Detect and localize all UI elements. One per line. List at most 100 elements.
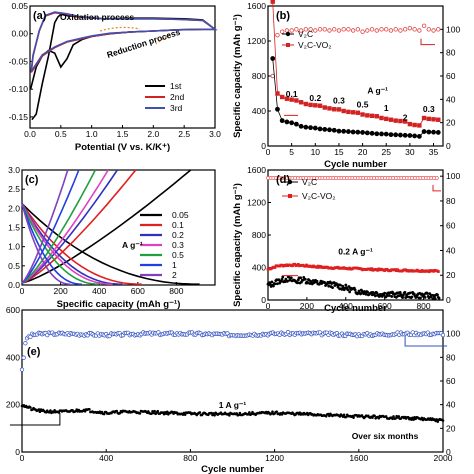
x-axis-label: Potential (V vs. K/K⁺) [75, 142, 170, 153]
data-point-capacity [102, 412, 106, 416]
data-point-capacity [246, 413, 250, 416]
y2-tick-label: 40 [446, 245, 456, 255]
legend-label: 3rd [170, 103, 183, 113]
data-point-v2c-vo2 [303, 101, 309, 107]
x-tick-label: 2.0 [147, 129, 159, 139]
x-tick-label: 800 [183, 453, 197, 463]
data-point-v2c [286, 279, 289, 283]
legend-label-v2c-vo2: V₂C-VO₂ [298, 40, 332, 50]
x-tick-label: 20 [358, 147, 368, 157]
data-point-v2c [308, 125, 313, 131]
data-point-capacity [394, 417, 397, 420]
data-point-v2c [364, 130, 370, 136]
data-point-capacity [118, 411, 122, 415]
x-tick-label: 1200 [265, 453, 284, 463]
data-point-v2c [369, 130, 375, 136]
data-point-capacity [213, 413, 216, 417]
x-tick-label: 400 [92, 286, 106, 296]
data-point-v2c [303, 124, 309, 130]
discharge-curve-1 [21, 203, 82, 285]
data-point-v2c [398, 132, 403, 138]
ce-point [341, 27, 346, 32]
discharge-curve-0.2 [21, 203, 123, 285]
data-point-v2c [428, 292, 432, 296]
y-tick-label: 0 [15, 447, 20, 457]
data-point-capacity [305, 411, 309, 415]
x-tick-label: 800 [416, 301, 430, 311]
y2-tick-label: 100 [446, 24, 460, 34]
data-point-capacity [37, 408, 41, 411]
x-tick-label: 0.5 [55, 129, 67, 139]
x-tick-label: 600 [131, 286, 145, 296]
data-point-v2c [366, 290, 369, 294]
y2-tick-label: 20 [446, 270, 456, 280]
x-tick-label: 1.0 [86, 129, 98, 139]
x-axis-label: Cycle number [324, 159, 387, 170]
y2-tick-label: 100 [446, 329, 460, 339]
data-point-capacity [52, 410, 55, 414]
charge-curve-0.3 [21, 169, 109, 284]
data-point-capacity [183, 413, 187, 416]
ce-point [402, 27, 408, 32]
data-point-v2c [408, 291, 412, 295]
data-point-capacity [328, 414, 331, 418]
ce-point [365, 28, 370, 33]
x-tick-label: 0 [20, 453, 25, 463]
data-point-v2c [374, 131, 380, 137]
data-point-v2c [350, 129, 356, 135]
data-point-capacity [397, 415, 401, 418]
data-point-v2c-vo2 [341, 108, 346, 114]
reduction-arrow [155, 33, 171, 45]
x-tick-label: 400 [99, 453, 113, 463]
ce-point [398, 28, 403, 33]
data-point-v2c [423, 295, 427, 299]
x-tick-label: 0 [20, 286, 25, 296]
y-tick-label: 800 [252, 71, 266, 81]
data-point-v2c [412, 133, 418, 139]
discharge-curve-0.1 [21, 203, 142, 285]
data-point-v2c [431, 297, 435, 300]
data-point-v2c [348, 290, 352, 294]
ce-point [374, 28, 379, 33]
legend-label: 2 [172, 270, 177, 280]
y2-tick-label: 0 [446, 141, 451, 151]
x-tick-label: 5 [289, 147, 294, 157]
data-point-capacity [29, 406, 32, 409]
data-point-v2c [303, 277, 307, 281]
data-point-capacity [441, 419, 445, 422]
data-point-v2c-vo2 [298, 100, 304, 105]
data-point-v2c-vo2 [336, 107, 342, 112]
x-tick-label: 400 [339, 301, 353, 311]
y-tick-label: 400 [252, 263, 266, 273]
y-axis-label: Specific capacity (mAh g⁻¹) [232, 183, 243, 307]
ce-point [388, 28, 394, 33]
x-tick-label: 0 [266, 147, 271, 157]
data-point-v2c-vo2 [436, 270, 440, 273]
data-point-v2c [407, 133, 413, 138]
data-point-v2c [327, 127, 332, 133]
y-tick-label: 400 [6, 352, 20, 362]
charge-curve-0.1 [21, 169, 137, 284]
data-point-v2c [336, 128, 342, 134]
data-point-v2c-vo2 [350, 110, 356, 115]
x-tick-label: 2.5 [178, 129, 190, 139]
data-point-v2c [416, 133, 422, 139]
data-point-v2c-vo2 [360, 112, 365, 117]
legend-label-v2c: V₂C [298, 29, 313, 39]
data-point-v2c-vo2 [317, 103, 323, 108]
data-point-v2c [270, 280, 274, 284]
y-tick-label: 0.0 [8, 280, 20, 290]
x-tick-label: 35 [429, 147, 439, 157]
data-point-v2c-vo2 [284, 96, 290, 101]
ce-point [336, 28, 342, 33]
data-point-capacity [115, 409, 119, 413]
legend-unit: A g⁻¹ [122, 240, 143, 250]
data-point-capacity [373, 414, 376, 418]
rate-label: 0.1 [286, 89, 298, 99]
data-point-v2c [387, 294, 391, 297]
legend-label-v2c-vo2: V₂C-VO₂ [302, 191, 336, 201]
data-point-v2c-vo2 [332, 107, 337, 112]
data-point-v2c [279, 118, 285, 124]
data-point-v2c [289, 276, 293, 280]
data-point-v2c [401, 296, 404, 300]
